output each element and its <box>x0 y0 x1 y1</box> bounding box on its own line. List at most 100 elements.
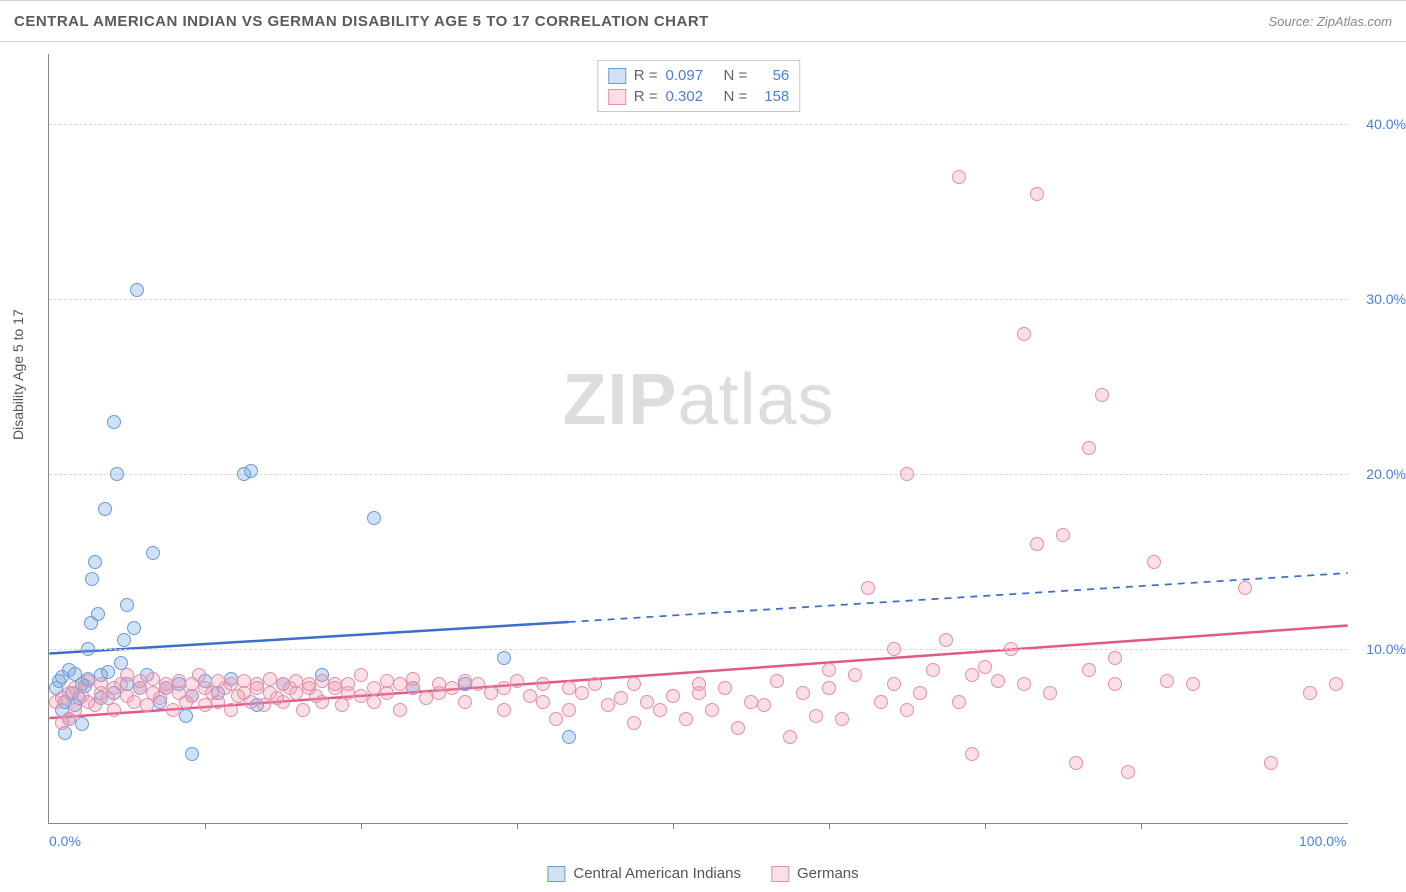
scatter-point <box>110 467 124 481</box>
n-value: 56 <box>755 67 789 84</box>
scatter-point <box>1264 756 1278 770</box>
legend-swatch <box>547 866 565 882</box>
scatter-point <box>1030 187 1044 201</box>
gridline <box>49 299 1348 300</box>
scatter-point <box>757 698 771 712</box>
scatter-point <box>705 703 719 717</box>
scatter-point <box>341 677 355 691</box>
scatter-point <box>1004 642 1018 656</box>
scatter-point <box>315 695 329 709</box>
scatter-point <box>198 698 212 712</box>
scatter-point <box>244 464 258 478</box>
scatter-point <box>679 712 693 726</box>
scatter-point <box>627 677 641 691</box>
scatter-point <box>1095 388 1109 402</box>
scatter-point <box>1017 327 1031 341</box>
scatter-point <box>98 502 112 516</box>
scatter-point <box>263 672 277 686</box>
scatter-point <box>1108 651 1122 665</box>
scatter-point <box>471 677 485 691</box>
scatter-point <box>1108 677 1122 691</box>
scatter-point <box>1017 677 1031 691</box>
scatter-point <box>1303 686 1317 700</box>
scatter-point <box>1082 441 1096 455</box>
scatter-point <box>289 686 303 700</box>
scatter-point <box>81 674 95 688</box>
scatter-point <box>692 677 706 691</box>
legend-swatch <box>771 866 789 882</box>
r-label: R = <box>634 67 658 84</box>
scatter-point <box>88 555 102 569</box>
scatter-point <box>562 703 576 717</box>
legend-label: Germans <box>797 865 859 882</box>
scatter-point <box>127 695 141 709</box>
correlation-row: R =0.302N =158 <box>608 86 790 107</box>
scatter-point <box>965 747 979 761</box>
scatter-point <box>81 642 95 656</box>
scatter-point <box>296 703 310 717</box>
scatter-point <box>120 598 134 612</box>
scatter-point <box>861 581 875 595</box>
scatter-point <box>107 703 121 717</box>
scatter-point <box>354 689 368 703</box>
gridline <box>49 649 1348 650</box>
scatter-point <box>146 546 160 560</box>
scatter-point <box>718 681 732 695</box>
scatter-point <box>315 674 329 688</box>
scatter-point <box>770 674 784 688</box>
scatter-point <box>88 698 102 712</box>
scatter-point <box>458 695 472 709</box>
scatter-point <box>172 674 186 688</box>
scatter-point <box>1043 686 1057 700</box>
scatter-point <box>367 695 381 709</box>
scatter-point <box>185 689 199 703</box>
n-label: N = <box>724 67 748 84</box>
scatter-point <box>614 691 628 705</box>
scatter-point <box>1069 756 1083 770</box>
y-tick-label: 10.0% <box>1366 641 1406 657</box>
n-label: N = <box>724 88 748 105</box>
scatter-point <box>406 672 420 686</box>
scatter-point <box>835 712 849 726</box>
source-label: Source: ZipAtlas.com <box>1268 14 1392 29</box>
scatter-point <box>107 415 121 429</box>
scatter-point <box>497 703 511 717</box>
scatter-point <box>130 283 144 297</box>
scatter-point <box>445 681 459 695</box>
legend-swatch <box>608 68 626 84</box>
correlation-box: R =0.097N =56R =0.302N =158 <box>597 60 801 112</box>
y-tick-label: 30.0% <box>1366 291 1406 307</box>
scatter-point <box>91 607 105 621</box>
scatter-point <box>211 695 225 709</box>
scatter-point <box>874 695 888 709</box>
x-tick-mark <box>517 823 518 829</box>
legend-item: Central American Indians <box>547 865 741 882</box>
scatter-point <box>335 698 349 712</box>
scatter-point <box>419 691 433 705</box>
watermark-bold: ZIP <box>562 360 677 440</box>
scatter-point <box>85 572 99 586</box>
legend-item: Germans <box>771 865 859 882</box>
scatter-point <box>666 689 680 703</box>
scatter-point <box>367 511 381 525</box>
x-tick-mark <box>361 823 362 829</box>
correlation-row: R = 0.097 N = 56 <box>608 65 790 86</box>
scatter-point <box>146 672 160 686</box>
plot-area: ZIPatlas R =0.097N =56R =0.302N =158 10.… <box>48 54 1348 824</box>
scatter-point <box>497 681 511 695</box>
scatter-point <box>367 681 381 695</box>
r-value: 0.097 <box>666 67 716 84</box>
scatter-point <box>328 677 342 691</box>
x-tick-mark <box>673 823 674 829</box>
scatter-point <box>276 695 290 709</box>
scatter-point <box>627 716 641 730</box>
scatter-point <box>887 642 901 656</box>
y-axis-label: Disability Age 5 to 17 <box>10 309 26 440</box>
scatter-point <box>458 674 472 688</box>
r-label: R = <box>634 88 658 105</box>
scatter-point <box>1056 528 1070 542</box>
scatter-point <box>549 712 563 726</box>
x-tick-label: 100.0% <box>1299 833 1346 849</box>
r-value: 0.302 <box>666 88 716 105</box>
scatter-point <box>185 747 199 761</box>
